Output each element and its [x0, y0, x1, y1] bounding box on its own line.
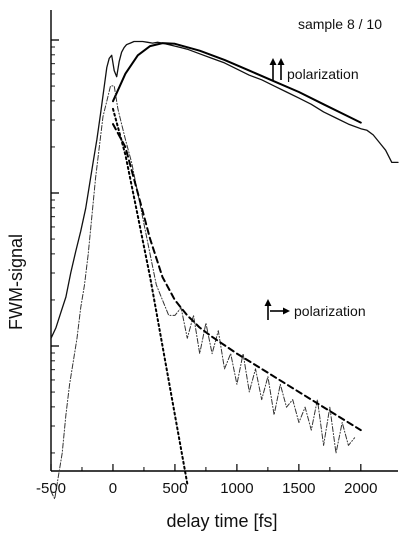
perpendicular-arrows-icon: [264, 299, 290, 320]
parallel-polarization-annotation: polarization: [269, 58, 359, 82]
y-axis-title: FWM-signal: [6, 234, 26, 330]
sample-annotation: sample 8 / 10: [298, 16, 382, 32]
x-tick-label: 500: [162, 480, 187, 497]
series-dashed-fit-line: [112, 123, 362, 432]
x-tick-label: 0: [109, 480, 117, 497]
labels-layer: delay time [fs] FWM-signal sample 8 / 10…: [6, 16, 382, 531]
series-layer: [50, 40, 399, 500]
parallel-arrows-icon: [269, 58, 285, 80]
axes: -500 0 500 1000 1500 2000: [36, 10, 398, 497]
series-solid-line: [50, 40, 399, 339]
series-solid-fit-line: [112, 42, 362, 124]
series-dash-dot-line: [50, 85, 356, 500]
perpendicular-polarization-label: polarization: [294, 303, 366, 319]
perpendicular-polarization-annotation: polarization: [264, 299, 366, 320]
x-axis-title: delay time [fs]: [166, 511, 277, 531]
series-dotted-fit-line: [112, 107, 189, 485]
parallel-polarization-label: polarization: [287, 66, 359, 82]
x-tick-label: -500: [36, 480, 66, 497]
x-tick-label: 2000: [344, 480, 377, 497]
x-tick-label: 1500: [282, 480, 315, 497]
x-tick-label: 1000: [220, 480, 253, 497]
